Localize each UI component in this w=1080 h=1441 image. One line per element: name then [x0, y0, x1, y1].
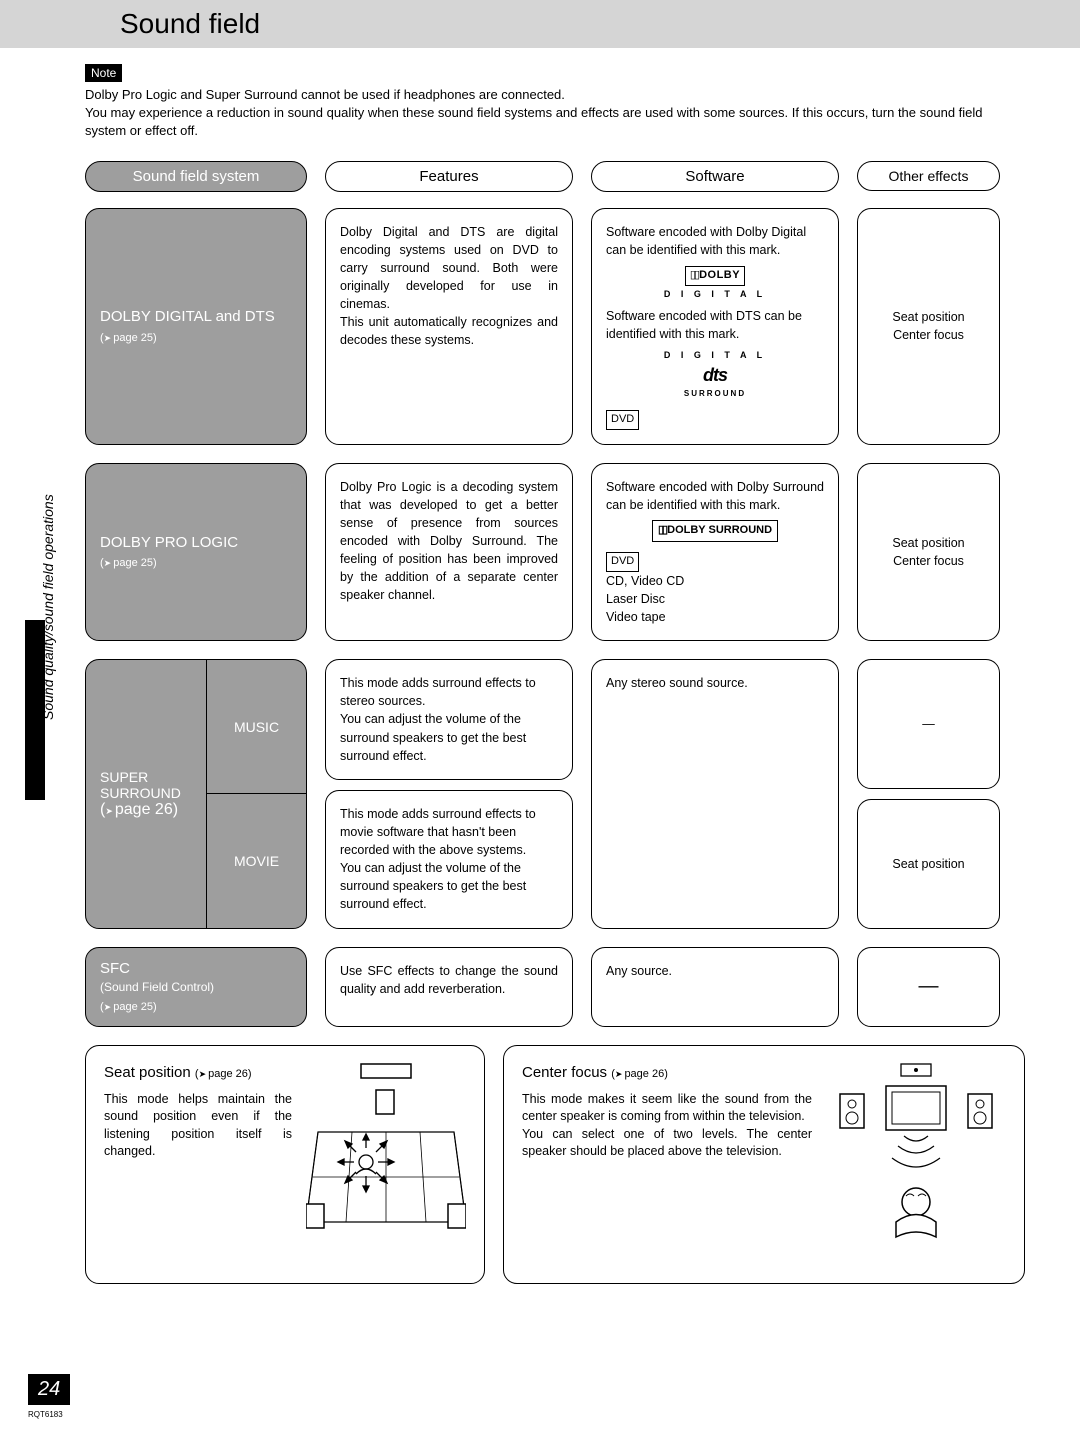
sys-dolby-digital: DOLBY DIGITAL and DTS (page 25)	[85, 208, 307, 445]
features-sfc: Use SFC effects to change the sound qual…	[325, 947, 573, 1027]
sys-title: SFC	[100, 958, 292, 980]
row-dolby-digital: DOLBY DIGITAL and DTS (page 25) Dolby Di…	[85, 208, 1025, 445]
document-code: RQT6183	[28, 1410, 63, 1419]
explain-center-focus: Center focus (page 26) This mode makes i…	[503, 1045, 1025, 1284]
sys-sfc: SFC (Sound Field Control) (page 25)	[85, 947, 307, 1027]
effects-ss-movie: Seat position	[857, 799, 1000, 929]
dash-icon: —	[919, 972, 939, 1001]
row-super-surround: SUPER SURROUND (page 26) MUSIC MOVIE Thi…	[85, 659, 1025, 928]
sys-subtitle: (Sound Field Control)	[100, 979, 292, 996]
page-ref: (page 25)	[100, 556, 292, 572]
media-dvd: DVD	[606, 410, 639, 430]
column-headers: Sound field system Features Software Oth…	[85, 161, 1025, 192]
software-text: Software encoded with Dolby Surround can…	[606, 478, 824, 514]
seat-position-diagram	[306, 1062, 466, 1267]
explain-seat-text: Seat position (page 26) This mode helps …	[104, 1062, 292, 1267]
page-ref: (page 25)	[100, 331, 292, 347]
page-number: 24	[28, 1374, 70, 1405]
side-label: Sound quality/sound field operations	[40, 494, 56, 720]
page: Sound field Note Dolby Pro Logic and Sup…	[0, 0, 1080, 1441]
effect-seat: Seat position	[892, 534, 964, 552]
features-ss-stack: This mode adds surround effects to stere…	[325, 659, 573, 928]
features-prologic: Dolby Pro Logic is a decoding system tha…	[325, 463, 573, 642]
media-cd: CD, Video CD	[606, 574, 684, 588]
explain-heading-label: Center focus	[522, 1064, 607, 1081]
effect-center: Center focus	[893, 552, 964, 570]
page-ref: (page 26)	[195, 1068, 252, 1080]
sys-title: DOLBY PRO LOGIC	[100, 532, 292, 554]
software-text-2: Software encoded with DTS can be identif…	[606, 307, 824, 343]
media-list: DVD CD, Video CD Laser Disc Video tape	[606, 548, 824, 626]
row-sfc: SFC (Sound Field Control) (page 25) Use …	[85, 947, 1025, 1027]
sys-prologic: DOLBY PRO LOGIC (page 25)	[85, 463, 307, 642]
sys-super-surround: SUPER SURROUND (page 26) MUSIC MOVIE	[85, 659, 307, 928]
header-features: Features	[325, 161, 573, 192]
note-badge: Note	[85, 64, 122, 82]
center-focus-diagram	[826, 1062, 1006, 1267]
effect-seat: Seat position	[892, 308, 964, 326]
software-sfc: Any source.	[591, 947, 839, 1027]
explain-heading-label: Seat position	[104, 1064, 191, 1081]
software-text-1: Software encoded with Dolby Digital can …	[606, 223, 824, 259]
explain-heading: Seat position (page 26)	[104, 1062, 292, 1083]
note-body: Dolby Pro Logic and Super Surround canno…	[85, 86, 1025, 141]
dolby-digital-logo: DOLBY D I G I T A L	[606, 265, 824, 301]
effects-prologic: Seat position Center focus	[857, 463, 1000, 642]
digital-word: D I G I T A L	[606, 288, 824, 301]
sys-ss-right: MUSIC MOVIE	[206, 660, 306, 927]
explain-body: This mode makes it seem like the sound f…	[522, 1091, 812, 1161]
dts-digital-word: D I G I T A L	[606, 349, 824, 362]
features-ss-music: This mode adds surround effects to stere…	[325, 659, 573, 780]
sys-title: DOLBY DIGITAL and DTS	[100, 306, 292, 328]
mode-movie: MOVIE	[206, 794, 306, 927]
explain-row: Seat position (page 26) This mode helps …	[85, 1045, 1025, 1284]
effects-ss-stack: — Seat position	[857, 659, 1000, 928]
software-dolby-digital: Software encoded with Dolby Digital can …	[591, 208, 839, 445]
media-dvd: DVD	[606, 552, 639, 572]
page-ref: (page 26)	[100, 801, 206, 819]
explain-seat-position: Seat position (page 26) This mode helps …	[85, 1045, 485, 1284]
features-dolby-digital: Dolby Digital and DTS are digital encodi…	[325, 208, 573, 445]
dash-icon: —	[922, 715, 935, 733]
explain-heading: Center focus (page 26)	[522, 1062, 812, 1083]
page-ref-text: page 25	[113, 1001, 153, 1013]
page-title: Sound field	[120, 8, 1080, 40]
explain-center-text: Center focus (page 26) This mode makes i…	[522, 1062, 812, 1267]
effects-ss-music: —	[857, 659, 1000, 789]
page-ref-text: page 26	[624, 1068, 664, 1080]
title-bar: Sound field	[0, 0, 1080, 48]
page-ref: (page 26)	[611, 1068, 668, 1080]
page-ref-text: page 26	[115, 801, 173, 818]
effects-sfc: —	[857, 947, 1000, 1027]
page-ref-text: page 26	[208, 1068, 248, 1080]
header-software: Software	[591, 161, 839, 192]
mode-music: MUSIC	[206, 660, 306, 794]
sys-title: SUPER SURROUND	[100, 769, 206, 801]
header-system: Sound field system	[85, 161, 307, 192]
page-ref-text: page 25	[113, 332, 153, 344]
media-ld: Laser Disc	[606, 592, 665, 606]
dolby-logo-icon: DOLBY	[685, 266, 745, 286]
dts-surround-word: SURROUND	[606, 388, 824, 400]
dolby-surround-logo-block: DOLBY SURROUND	[606, 520, 824, 542]
dts-logo-icon: dts	[606, 362, 824, 388]
software-prologic: Software encoded with Dolby Surround can…	[591, 463, 839, 642]
explain-body: This mode helps maintain the sound posit…	[104, 1091, 292, 1161]
dolby-surround-logo-icon: DOLBY SURROUND	[652, 520, 778, 542]
page-ref-text: page 25	[113, 557, 153, 569]
software-ss: Any stereo sound source.	[591, 659, 839, 928]
row-prologic: DOLBY PRO LOGIC (page 25) Dolby Pro Logi…	[85, 463, 1025, 642]
sys-ss-left: SUPER SURROUND (page 26)	[86, 660, 206, 927]
media-vt: Video tape	[606, 610, 666, 624]
effect-center: Center focus	[893, 326, 964, 344]
dts-logo-block: D I G I T A L dts SURROUND	[606, 349, 824, 400]
header-other-effects: Other effects	[857, 161, 1000, 191]
features-ss-movie: This mode adds surround effects to movie…	[325, 790, 573, 929]
page-ref: (page 25)	[100, 1000, 292, 1016]
effects-dolby-digital: Seat position Center focus	[857, 208, 1000, 445]
